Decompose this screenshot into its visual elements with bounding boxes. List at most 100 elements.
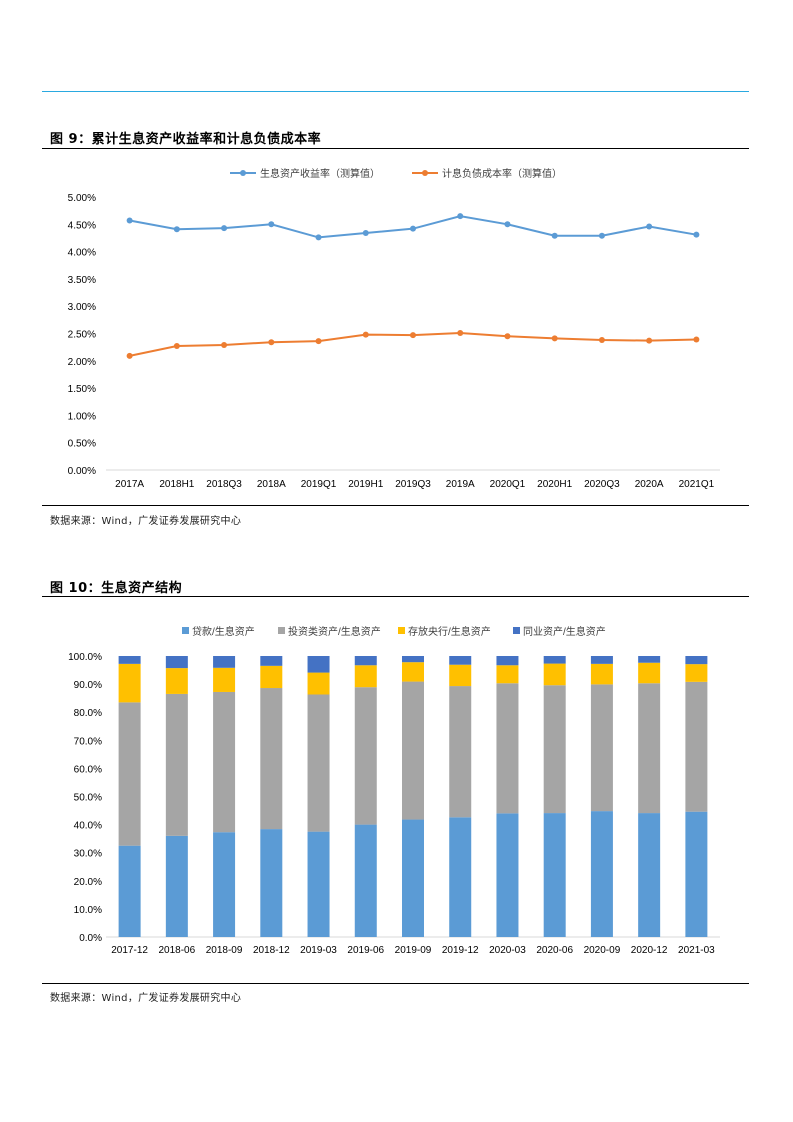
x-tick-label: 2021Q1	[679, 479, 715, 490]
bar-segment-1	[260, 829, 283, 937]
data-point	[693, 231, 700, 238]
data-point	[410, 332, 416, 339]
figure-10-top-rule	[42, 596, 749, 597]
bar-segment-1	[402, 819, 424, 937]
data-point	[221, 225, 228, 232]
data-point	[598, 232, 605, 239]
bar-segment-2	[118, 702, 141, 846]
bar-segment-1	[638, 813, 661, 937]
bar-segment-2	[402, 681, 424, 820]
bar-segment-3	[496, 665, 519, 684]
legend-swatch	[182, 627, 189, 634]
y-tick-label: 1.50%	[68, 384, 96, 395]
data-point	[362, 230, 369, 237]
data-point	[646, 337, 653, 344]
y-tick-label: 70.0%	[74, 736, 102, 747]
x-tick-label: 2019Q3	[395, 479, 431, 490]
y-tick-label: 4.00%	[68, 248, 96, 259]
data-point	[315, 338, 322, 345]
bar-segment-4	[496, 656, 519, 666]
legend-item-1: 生息资产收益率（测算值）	[230, 167, 380, 180]
x-tick-label: 2019Q1	[301, 479, 337, 490]
bar-segment-1	[685, 811, 708, 937]
data-point	[315, 234, 322, 241]
bar-segment-3	[260, 665, 283, 689]
y-tick-label: 50.0%	[74, 793, 102, 804]
legend-label: 生息资产收益率（测算值）	[260, 167, 380, 180]
data-point	[457, 213, 464, 220]
bar-segment-2	[165, 693, 188, 836]
legend-item-3: 存放央行/生息资产	[398, 625, 491, 638]
bar-segment-4	[638, 656, 661, 663]
x-tick-label: 2020-12	[631, 945, 668, 956]
x-tick-label: 2020A	[635, 479, 664, 490]
legend-swatch	[398, 627, 405, 634]
x-tick-label: 2018-06	[158, 945, 195, 956]
bar-segment-1	[449, 817, 472, 937]
x-tick-label: 2017A	[115, 479, 144, 490]
legend-item-4: 同业资产/生息资产	[513, 625, 606, 638]
bar-segment-4	[307, 656, 330, 673]
x-tick-label: 2019-09	[395, 945, 432, 956]
figure-9-bottom-rule	[42, 505, 749, 506]
data-point	[173, 226, 180, 233]
bar-segment-2	[543, 685, 566, 814]
x-tick-label: 2018-09	[206, 945, 243, 956]
bar-segment-2	[307, 694, 330, 832]
bar-segment-3	[354, 665, 377, 688]
figure-10-source: 数据来源：Wind，广发证券发展研究中心	[50, 993, 242, 1004]
bar-segment-2	[354, 687, 377, 825]
x-tick-label: 2019-06	[347, 945, 384, 956]
bar-segment-3	[402, 662, 424, 682]
data-point	[126, 217, 133, 224]
x-tick-label: 2020-09	[584, 945, 621, 956]
legend-marker	[240, 170, 246, 176]
legend-item-2: 计息负债成本率（测算值）	[412, 167, 562, 180]
x-tick-label: 2020-06	[536, 945, 573, 956]
x-tick-label: 2018A	[257, 479, 286, 490]
x-tick-label: 2017-12	[111, 945, 148, 956]
data-point	[268, 339, 275, 346]
legend-label: 投资类资产/生息资产	[288, 625, 381, 638]
x-tick-label: 2018Q3	[206, 479, 242, 490]
data-point	[362, 331, 369, 338]
y-tick-label: 60.0%	[74, 764, 102, 775]
x-tick-label: 2020Q3	[584, 479, 620, 490]
bar-segment-3	[307, 672, 330, 695]
y-tick-label: 3.00%	[68, 302, 96, 313]
legend-swatch	[513, 627, 520, 634]
bar-segment-2	[638, 683, 661, 814]
y-tick-label: 100.0%	[68, 652, 102, 663]
bar-segment-1	[543, 813, 566, 937]
x-tick-label: 2020-03	[489, 945, 526, 956]
x-tick-label: 2020H1	[537, 479, 572, 490]
y-tick-label: 80.0%	[74, 708, 102, 719]
data-point	[551, 335, 558, 342]
x-tick-label: 2020Q1	[490, 479, 526, 490]
data-point	[457, 329, 464, 336]
figure-10-title: 图 10：生息资产结构	[50, 581, 183, 596]
y-tick-label: 2.50%	[68, 330, 96, 341]
legend-label: 计息负债成本率（测算值）	[442, 167, 562, 180]
bar-segment-4	[260, 656, 283, 666]
bar-segment-1	[354, 824, 377, 937]
bar-segment-3	[165, 668, 188, 694]
data-point	[504, 221, 511, 228]
bar-segment-4	[354, 656, 377, 666]
x-tick-label: 2019-03	[300, 945, 337, 956]
x-tick-label: 2018H1	[159, 479, 194, 490]
y-tick-label: 1.00%	[68, 411, 96, 422]
bar-segment-3	[118, 663, 141, 703]
figure-10-bottom-rule	[42, 983, 749, 984]
figure-9-source: 数据来源：Wind，广发证券发展研究中心	[50, 516, 242, 527]
bar-segment-2	[496, 683, 519, 814]
figure-9-top-rule	[42, 148, 749, 149]
y-tick-label: 5.00%	[68, 193, 96, 204]
stacked-bar-chart: 贷款/生息资产 投资类资产/生息资产 存放央行/生息资产 同业资产/生息资产 0.0% 1…	[68, 625, 720, 956]
y-tick-label: 4.50%	[68, 220, 96, 231]
bar-segment-2	[213, 691, 236, 833]
x-tick-label: 2019A	[446, 479, 475, 490]
bar-segment-3	[213, 667, 236, 692]
bar-segment-2	[590, 684, 613, 812]
bar-segment-1	[307, 831, 330, 937]
